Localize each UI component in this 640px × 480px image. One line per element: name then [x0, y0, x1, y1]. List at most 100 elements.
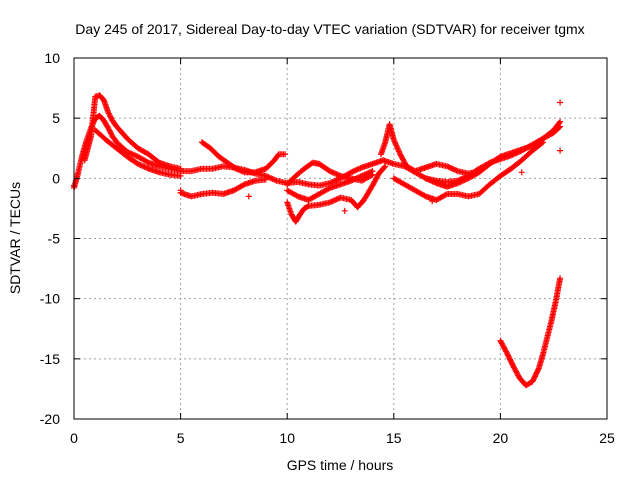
data-point: [142, 164, 149, 171]
data-point: [138, 162, 145, 169]
data-point: [132, 152, 139, 159]
data-point: [329, 169, 336, 176]
data-point: [140, 163, 147, 170]
data-point: [128, 150, 135, 157]
data-point: [505, 353, 512, 360]
data-point: [330, 169, 337, 176]
data-point: [421, 192, 428, 199]
data-point: [442, 191, 449, 198]
data-point: [326, 199, 333, 206]
data-point: [429, 178, 436, 185]
data-point: [503, 348, 510, 355]
data-point: [505, 352, 512, 359]
data-point: [508, 359, 515, 366]
data-point: [531, 373, 538, 380]
data-point: [458, 178, 465, 185]
data-point: [462, 176, 469, 183]
data-point: [450, 166, 457, 173]
data-point: [332, 196, 339, 203]
data-point: [329, 198, 336, 205]
data-point: [381, 164, 388, 171]
data-point: [530, 376, 537, 383]
data-point: [282, 151, 289, 158]
data-point: [325, 185, 332, 192]
data-point: [262, 176, 269, 183]
data-point: [144, 165, 151, 172]
data-point: [426, 177, 433, 184]
data-point: [422, 175, 429, 182]
data-point: [332, 177, 339, 184]
data-point: [556, 119, 563, 126]
data-point: [137, 162, 144, 169]
x-axis-label: GPS time / hours: [287, 457, 394, 473]
data-point: [264, 173, 271, 180]
data-point: [461, 177, 468, 184]
data-point: [534, 368, 541, 375]
data-point: [532, 372, 539, 379]
data-point: [424, 175, 431, 182]
data-point: [177, 165, 184, 172]
data-point: [453, 167, 460, 174]
data-point: [518, 169, 525, 176]
data-point: [533, 369, 540, 376]
y-axis-label: SDTVAR / TECUs: [7, 182, 23, 294]
data-point: [508, 360, 515, 367]
x-tick-label: 5: [177, 430, 185, 446]
data-point: [336, 172, 343, 179]
data-point: [557, 147, 564, 154]
data-point: [332, 170, 339, 177]
data-point: [177, 172, 184, 179]
data-point: [445, 163, 452, 170]
data-point: [506, 355, 513, 362]
data-point: [448, 165, 455, 172]
data-point: [429, 198, 436, 205]
data-point: [136, 161, 143, 168]
data-point: [535, 366, 542, 373]
y-tick-label: 5: [52, 110, 60, 126]
data-point: [509, 361, 516, 368]
data-point: [457, 178, 464, 185]
data-point: [428, 177, 435, 184]
data-point: [266, 174, 273, 181]
data-point: [530, 377, 537, 384]
data-point: [454, 180, 461, 187]
data-point: [141, 163, 148, 170]
data-point: [333, 196, 340, 203]
data-point: [452, 166, 459, 173]
data-point: [529, 378, 536, 385]
data-point: [133, 153, 140, 160]
data-point: [125, 149, 132, 156]
data-point: [507, 357, 514, 364]
data-point: [134, 160, 141, 167]
data-point: [557, 99, 564, 106]
data-point: [446, 164, 453, 171]
axis-ticks: 0 5 10 15 20 25 -20 -15 -10 -5 0 5 10: [40, 50, 615, 446]
chart-title: Day 245 of 2017, Sidereal Day-to-day VTE…: [75, 21, 584, 37]
data-points: [71, 92, 564, 389]
data-point: [354, 166, 361, 173]
data-point: [330, 178, 337, 185]
y-tick-label: -15: [40, 351, 60, 367]
data-point: [557, 118, 564, 125]
data-point: [330, 197, 337, 204]
data-point: [293, 192, 300, 199]
data-point: [503, 349, 510, 356]
data-point: [329, 178, 336, 185]
data-point: [333, 171, 340, 178]
data-point: [177, 187, 184, 194]
data-point: [326, 168, 333, 175]
data-point: [531, 374, 538, 381]
data-point: [430, 178, 437, 185]
data-point: [533, 370, 540, 377]
y-tick-label: 10: [44, 50, 60, 66]
data-point: [432, 179, 439, 186]
data-point: [333, 177, 340, 184]
data-point: [270, 176, 277, 183]
data-point: [334, 171, 341, 178]
x-tick-label: 0: [70, 430, 78, 446]
data-point: [349, 168, 356, 175]
data-point: [356, 165, 363, 172]
data-point: [269, 175, 276, 182]
y-tick-label: -5: [48, 231, 61, 247]
data-point: [348, 169, 355, 176]
